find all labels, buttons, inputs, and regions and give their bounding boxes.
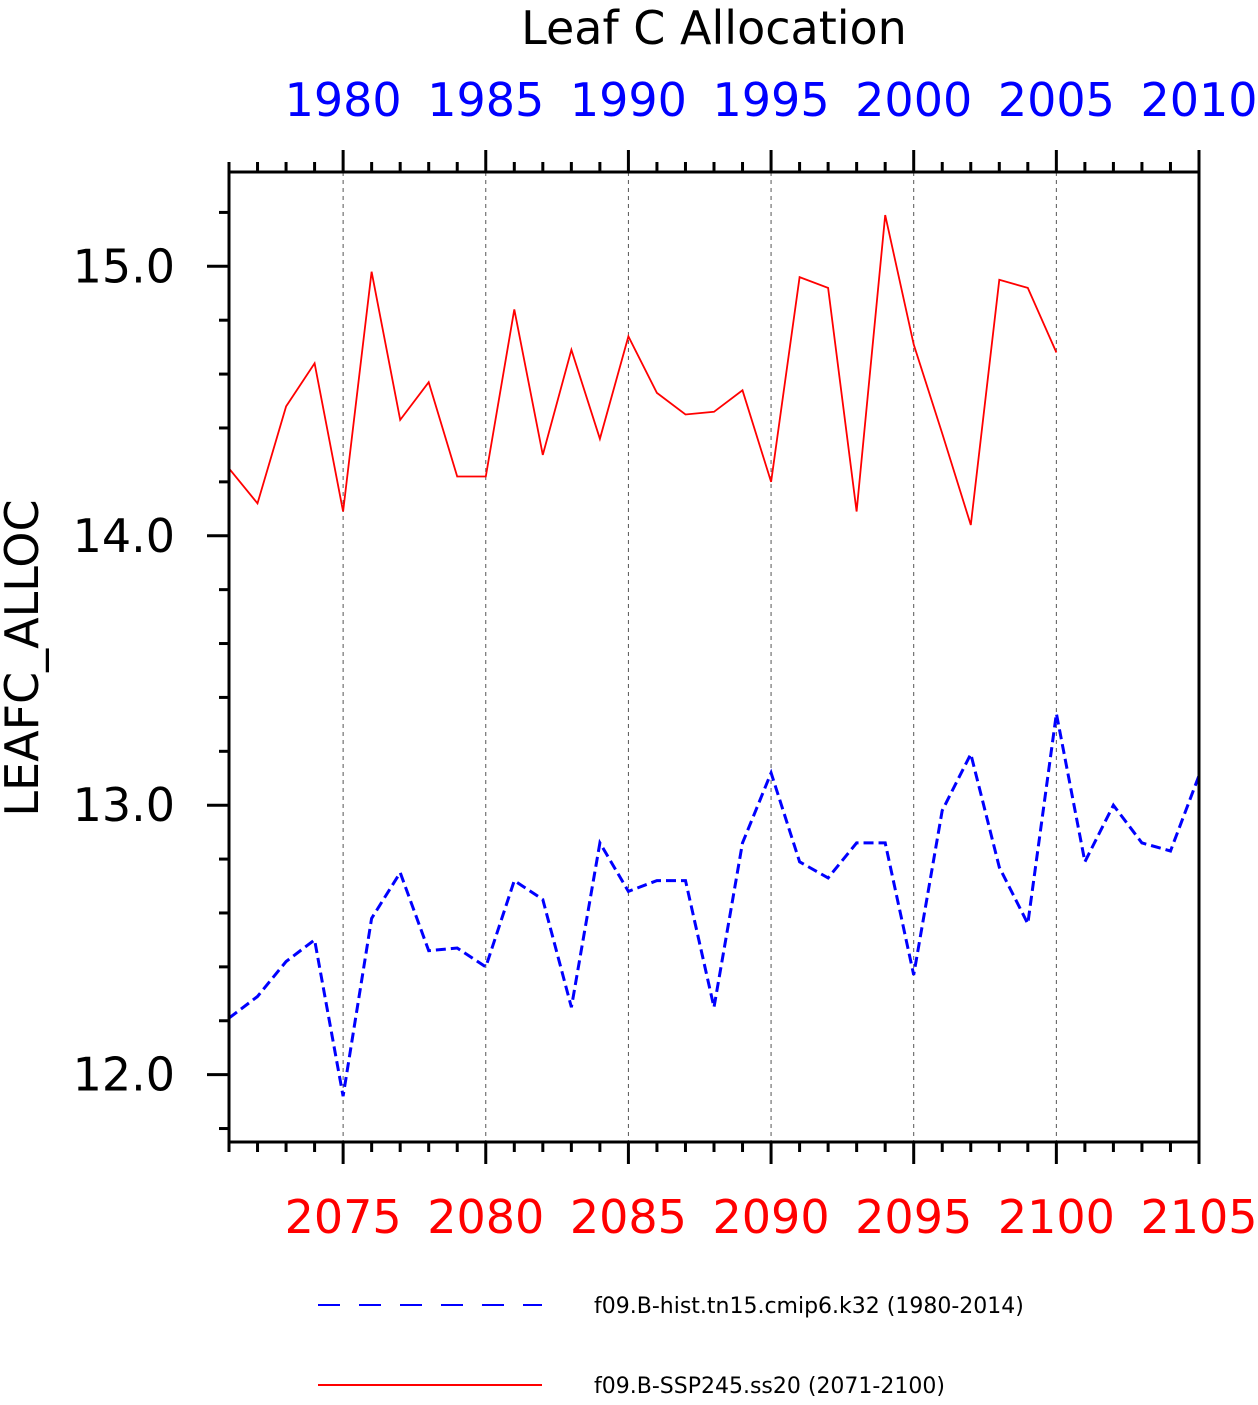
x-bottom-tick-label: 2085 bbox=[570, 1190, 687, 1244]
legend-label-ssp245: f09.B-SSP245.ss20 (2071-2100) bbox=[594, 1374, 945, 1399]
series-line-0 bbox=[228, 713, 1201, 1097]
y-axis-label: LEAFC_ALLOC bbox=[0, 499, 49, 816]
plot-frame bbox=[227, 170, 1201, 1144]
legend-label-hist: f09.B-hist.tn15.cmip6.k32 (1980-2014) bbox=[594, 1294, 1024, 1319]
x-bottom-tick-label: 2105 bbox=[1140, 1190, 1257, 1244]
y-tick-label: 15.0 bbox=[73, 239, 175, 293]
series-line-1 bbox=[228, 214, 1058, 526]
x-top-tick-label: 2010 bbox=[1140, 73, 1257, 127]
x-bottom-tick-label: 2095 bbox=[855, 1190, 972, 1244]
x-top-tick-label: 1995 bbox=[713, 73, 830, 127]
axes: 2075 2080 2085 2090 2095 2100 2105 1980 1985 1990… bbox=[73, 73, 1258, 1244]
x-top-tick-label: 1980 bbox=[285, 73, 402, 127]
y-tick-label: 12.0 bbox=[73, 1048, 175, 1102]
x-bottom-tick-label: 2080 bbox=[427, 1190, 544, 1244]
x-bottom-tick-label: 2090 bbox=[713, 1190, 830, 1244]
y-tick-label: 13.0 bbox=[73, 778, 175, 832]
legend: f09.B-hist.tn15.cmip6.k32 (1980-2014) f0… bbox=[318, 1294, 1024, 1399]
x-top-tick-label: 1985 bbox=[427, 73, 544, 127]
x-bottom-tick-label: 2100 bbox=[998, 1190, 1115, 1244]
grid-lines bbox=[342, 172, 1057, 1142]
x-top-tick-label: 2000 bbox=[855, 73, 972, 127]
x-top-tick-label: 2005 bbox=[998, 73, 1115, 127]
series-lines bbox=[228, 214, 1201, 1097]
x-bottom-tick-label: 2075 bbox=[285, 1190, 402, 1244]
chart-title: Leaf C Allocation bbox=[521, 1, 907, 55]
x-top-tick-label: 1990 bbox=[570, 73, 687, 127]
y-tick-label: 14.0 bbox=[73, 509, 175, 563]
